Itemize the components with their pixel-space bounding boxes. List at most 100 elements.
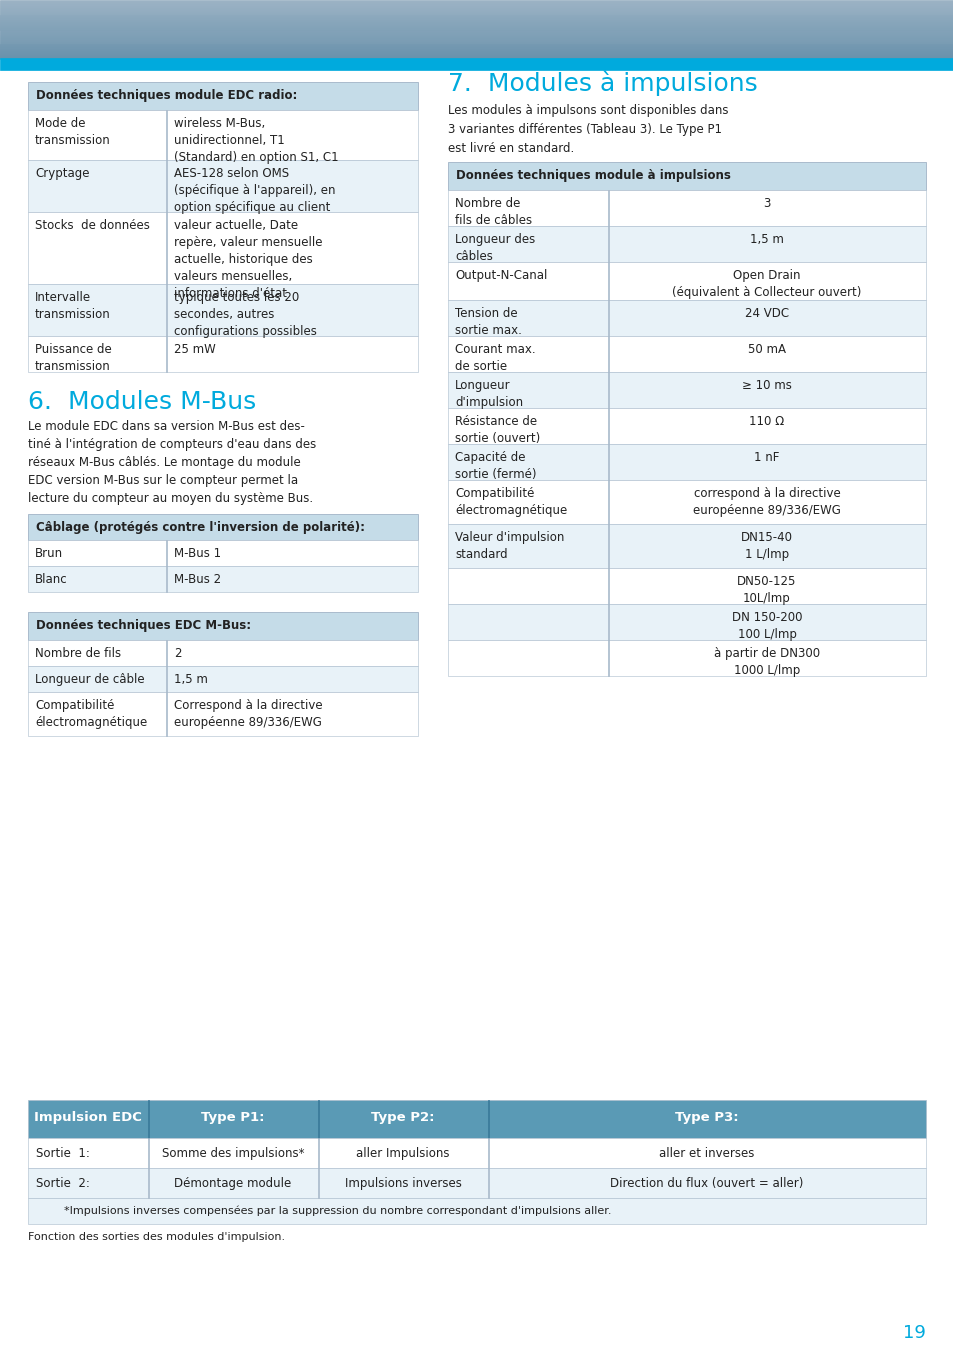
Text: *Impulsions inverses compensées par la suppression du nombre correspondant d'imp: *Impulsions inverses compensées par la s… xyxy=(36,1205,611,1216)
Text: Câblage (protégés contre l'inversion de polarité):: Câblage (protégés contre l'inversion de … xyxy=(36,521,365,533)
Bar xyxy=(448,604,925,640)
Bar xyxy=(0,7,953,8)
Bar xyxy=(488,1137,489,1169)
Bar xyxy=(448,640,925,676)
Bar xyxy=(0,23,953,24)
Bar xyxy=(28,1137,925,1169)
Bar xyxy=(28,515,417,540)
Bar xyxy=(488,1099,489,1137)
Bar xyxy=(0,1,953,4)
Text: Capacité de
sortie (fermé): Capacité de sortie (fermé) xyxy=(455,451,536,481)
Bar xyxy=(607,190,608,226)
Bar xyxy=(148,1137,149,1169)
Bar xyxy=(0,51,953,53)
Text: wireless M-Bus,
unidirectionnel, T1
(Standard) en option S1, C1: wireless M-Bus, unidirectionnel, T1 (Sta… xyxy=(173,116,338,164)
Bar xyxy=(0,35,953,37)
Bar xyxy=(607,372,608,408)
Text: Valeur d'impulsion
standard: Valeur d'impulsion standard xyxy=(455,531,564,561)
Text: M-Bus 1: M-Bus 1 xyxy=(173,547,221,561)
Bar xyxy=(448,372,925,408)
Text: Compatibilité
électromagnétique: Compatibilité électromagnétique xyxy=(455,487,567,517)
Bar xyxy=(0,12,953,14)
Bar xyxy=(166,213,167,284)
Text: Brun: Brun xyxy=(35,547,63,561)
Bar xyxy=(0,45,953,46)
Bar xyxy=(448,524,925,567)
Bar xyxy=(448,301,925,336)
Bar xyxy=(0,57,953,58)
Bar xyxy=(317,1099,318,1137)
Bar xyxy=(0,14,953,15)
Bar xyxy=(0,28,953,31)
Text: DN15-40
1 L/lmp: DN15-40 1 L/lmp xyxy=(740,531,792,561)
Bar xyxy=(0,30,953,31)
Text: AES-128 selon OMS
(spécifique à l'appareil), en
option spécifique au client: AES-128 selon OMS (spécifique à l'appare… xyxy=(173,167,335,214)
Bar xyxy=(0,15,953,16)
Text: Type P1:: Type P1: xyxy=(201,1112,265,1124)
Text: 110 Ω: 110 Ω xyxy=(749,414,783,428)
Bar xyxy=(166,160,167,213)
Bar xyxy=(0,42,953,43)
Bar xyxy=(448,162,925,190)
Bar xyxy=(0,38,953,39)
Bar xyxy=(0,58,953,70)
Text: typique toutes les 20
secondes, autres
configurations possibles: typique toutes les 20 secondes, autres c… xyxy=(173,291,316,338)
Bar xyxy=(0,27,953,28)
Bar xyxy=(317,1137,318,1169)
Bar xyxy=(0,4,953,5)
Bar xyxy=(28,566,417,592)
Bar xyxy=(166,640,167,666)
Bar xyxy=(317,1169,318,1198)
Text: correspond à la directive
européenne 89/336/EWG: correspond à la directive européenne 89/… xyxy=(692,487,840,517)
Bar xyxy=(607,226,608,263)
Bar xyxy=(166,566,167,592)
Bar xyxy=(0,34,953,35)
Bar xyxy=(28,110,417,160)
Text: 2: 2 xyxy=(173,647,181,659)
Bar xyxy=(0,32,953,34)
Bar xyxy=(448,190,925,226)
Text: 19: 19 xyxy=(902,1324,925,1342)
Text: Données techniques EDC M-Bus:: Données techniques EDC M-Bus: xyxy=(36,619,251,632)
Bar xyxy=(607,567,608,604)
Text: Mode de
transmission: Mode de transmission xyxy=(35,116,111,148)
Bar xyxy=(166,540,167,566)
Text: Blanc: Blanc xyxy=(35,573,68,586)
Bar xyxy=(0,18,953,19)
Bar xyxy=(28,213,417,284)
Bar xyxy=(28,1169,925,1198)
Bar xyxy=(607,336,608,372)
Text: Longueur
d'impulsion: Longueur d'impulsion xyxy=(455,379,522,409)
Bar xyxy=(0,53,953,54)
Text: 6.  Modules M-Bus: 6. Modules M-Bus xyxy=(28,390,256,414)
Bar xyxy=(0,49,953,50)
Bar xyxy=(0,53,953,54)
Bar xyxy=(607,524,608,567)
Text: Puissance de
transmission: Puissance de transmission xyxy=(35,343,112,372)
Bar xyxy=(0,19,953,20)
Bar xyxy=(0,0,953,1)
Bar xyxy=(448,408,925,444)
Bar xyxy=(0,32,953,34)
Bar xyxy=(166,110,167,160)
Text: Résistance de
sortie (ouvert): Résistance de sortie (ouvert) xyxy=(455,414,539,445)
Bar xyxy=(28,284,417,336)
Bar xyxy=(488,1169,489,1198)
Bar xyxy=(0,3,953,4)
Text: DN50-125
10L/lmp: DN50-125 10L/lmp xyxy=(737,575,796,605)
Text: Somme des impulsions*: Somme des impulsions* xyxy=(162,1147,304,1160)
Text: Intervalle
transmission: Intervalle transmission xyxy=(35,291,111,321)
Text: Nombre de
fils de câbles: Nombre de fils de câbles xyxy=(455,196,532,227)
Bar xyxy=(28,692,417,737)
Text: Type P2:: Type P2: xyxy=(371,1112,435,1124)
Bar xyxy=(0,49,953,50)
Bar xyxy=(0,39,953,41)
Text: Données techniques module EDC radio:: Données techniques module EDC radio: xyxy=(36,89,297,102)
Bar xyxy=(0,8,953,9)
Text: Type P3:: Type P3: xyxy=(675,1112,738,1124)
Bar xyxy=(0,35,953,37)
Text: 1,5 m: 1,5 m xyxy=(173,673,208,686)
Bar xyxy=(0,26,953,27)
Bar xyxy=(0,54,953,56)
Bar xyxy=(0,41,953,42)
